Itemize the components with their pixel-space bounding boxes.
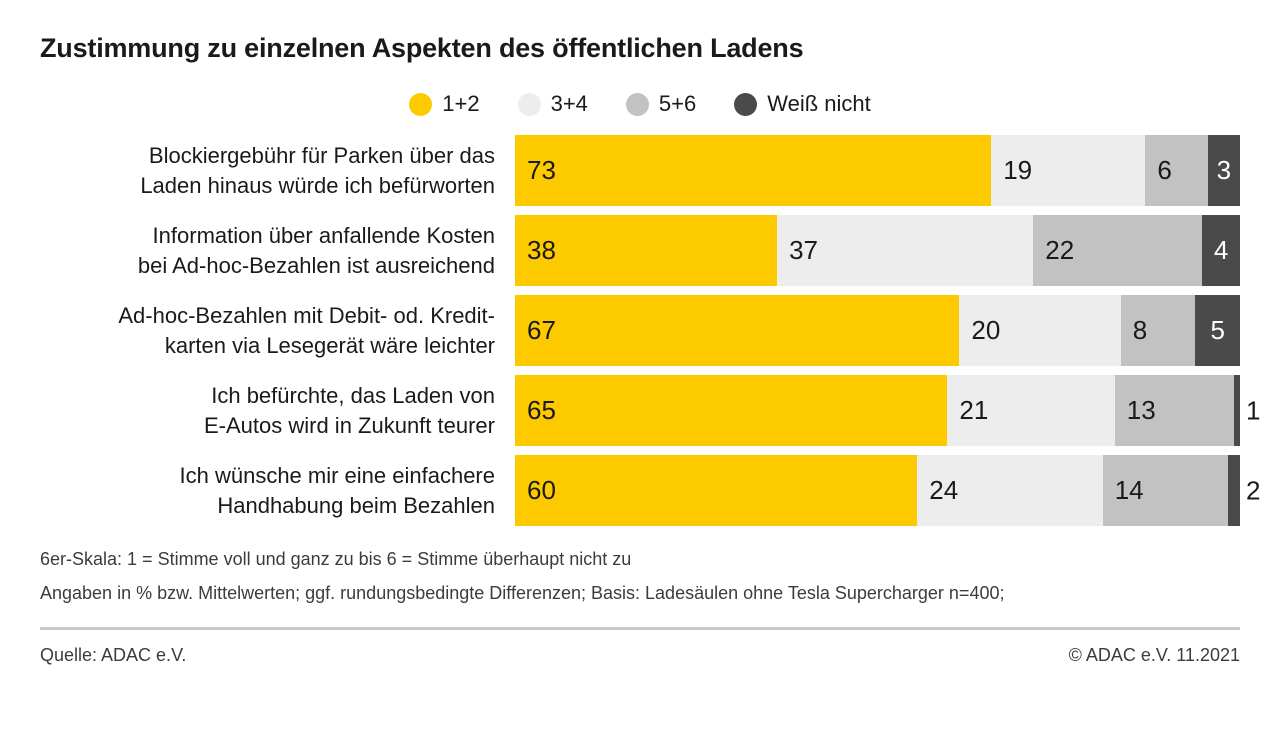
- stacked-bar: 65 21 13 1: [515, 375, 1260, 446]
- bar-segment-1-2: 73: [515, 135, 992, 206]
- bar-segment-weiss-nicht: 5: [1195, 295, 1240, 366]
- bar-segment-weiss-nicht: [1227, 455, 1240, 526]
- stacked-bar: 60 24 14 2: [515, 455, 1260, 526]
- category-label: Blockiergebühr für Parken über das Laden …: [40, 135, 515, 206]
- segment-value: 8: [1132, 315, 1148, 345]
- segment-value: 6: [1157, 155, 1172, 185]
- bar-segment-5-6: 13: [1114, 375, 1234, 446]
- segment-value: 65: [527, 395, 556, 425]
- bar-segment-1-2: 60: [515, 455, 918, 526]
- footer: Quelle: ADAC e.V. © ADAC e.V. 11.2021: [40, 645, 1240, 666]
- category-label-line: karten via Lesegerät wäre leichter: [164, 332, 495, 358]
- stacked-bar: 38 37 22 4: [515, 215, 1240, 286]
- source-text: Quelle: ADAC e.V.: [40, 645, 187, 665]
- legend-dot-icon: [517, 92, 541, 116]
- bar-segment-3-4: 19: [991, 135, 1146, 206]
- category-label: Ich befürchte, das Laden von E-Autos wird…: [40, 375, 515, 446]
- legend-dot-icon: [625, 92, 649, 116]
- chart-row: Blockiergebühr für Parken über das Laden …: [40, 135, 1240, 206]
- bar-segment-weiss-nicht: 3: [1207, 135, 1240, 206]
- segment-value: 60: [527, 475, 556, 505]
- legend-item: 1+2: [409, 91, 480, 117]
- chart-row: Information über anfallende Kosten bei Ad…: [40, 215, 1240, 286]
- segment-value: 21: [959, 395, 989, 425]
- segment-value: 24: [929, 475, 959, 505]
- category-label-line: E-Autos wird in Zukunft teurer: [203, 412, 495, 438]
- bar-segment-weiss-nicht: 4: [1202, 215, 1240, 286]
- segment-value: 3: [1216, 155, 1232, 185]
- legend-label: 1+2: [442, 91, 480, 116]
- page-title: Zustimmung zu einzelnen Aspekten des öff…: [40, 33, 804, 63]
- page: Zustimmung zu einzelnen Aspekten des öff…: [40, 33, 1260, 666]
- legend-label: 5+6: [658, 91, 697, 116]
- segment-value: 13: [1126, 395, 1156, 425]
- bar-segment-5-6: 22: [1033, 215, 1203, 286]
- chart-row: Ich wünsche mir eine einfachere Handhabun…: [40, 455, 1260, 526]
- category-label: Ich wünsche mir eine einfachere Handhabun…: [40, 455, 515, 526]
- divider-line: [40, 627, 1240, 630]
- footnote-scale: 6er-Skala: 1 = Stimme voll und ganz zu b…: [40, 549, 632, 569]
- segment-value: 4: [1213, 235, 1229, 265]
- legend-dot-icon: [409, 92, 433, 116]
- segment-value: 20: [971, 315, 1001, 345]
- category-label-line: bei Ad-hoc-Bezahlen ist ausreichend: [137, 252, 495, 278]
- footnotes: 6er-Skala: 1 = Stimme voll und ganz zu b…: [40, 549, 1240, 604]
- segment-value: 67: [527, 315, 556, 345]
- legend-dot-icon: [734, 92, 758, 116]
- category-label-line: Information über anfallende Kosten: [152, 222, 495, 248]
- category-label-line: Ich befürchte, das Laden von: [211, 382, 495, 408]
- segment-value: 5: [1210, 315, 1225, 345]
- chart-row: Ich befürchte, das Laden von E-Autos wird…: [40, 375, 1260, 446]
- category-label-line: Blockiergebühr für Parken über das: [148, 142, 495, 168]
- segment-value: 22: [1045, 235, 1075, 265]
- stacked-bar-chart: Blockiergebühr für Parken über das Laden …: [40, 135, 1260, 526]
- bar-segment-3-4: 37: [777, 215, 1034, 286]
- stacked-bar: 73 19 6 3: [515, 135, 1240, 206]
- bar-segment-weiss-nicht: [1233, 375, 1240, 446]
- legend: 1+2 3+4 5+6 Weiß nicht: [40, 89, 1240, 119]
- segment-value: 37: [789, 235, 818, 265]
- legend-item: 3+4: [517, 91, 588, 117]
- chart-row: Ad-hoc-Bezahlen mit Debit- od. Kredit-ka…: [40, 295, 1240, 366]
- legend-item: Weiß nicht: [734, 91, 871, 117]
- bar-segment-1-2: 67: [515, 295, 960, 366]
- bar-segment-1-2: 38: [515, 215, 778, 286]
- legend-label: 3+4: [550, 91, 588, 116]
- category-label-line: Ad-hoc-Bezahlen mit Debit- od. Kredit-: [118, 302, 495, 328]
- segment-value-outside: 2: [1246, 475, 1261, 505]
- bar-segment-5-6: 6: [1145, 135, 1208, 206]
- bar-segment-3-4: 21: [947, 375, 1115, 446]
- footnote-basis: Angaben in % bzw. Mittelwerten; ggf. run…: [40, 583, 1005, 603]
- legend-item: 5+6: [625, 91, 697, 117]
- segment-value: 14: [1114, 475, 1144, 505]
- legend-label: Weiß nicht: [767, 91, 871, 116]
- category-label-line: Handhabung beim Bezahlen: [217, 492, 495, 518]
- segment-value: 73: [527, 155, 556, 185]
- category-label-line: Ich wünsche mir eine einfachere: [179, 462, 496, 488]
- segment-value: 38: [527, 235, 556, 265]
- segment-value-outside: 1: [1246, 395, 1261, 425]
- bar-segment-3-4: 20: [959, 295, 1121, 366]
- segment-value: 19: [1003, 155, 1033, 185]
- bar-segment-5-6: 14: [1102, 455, 1228, 526]
- category-label: Information über anfallende Kosten bei Ad…: [40, 215, 515, 286]
- category-label: Ad-hoc-Bezahlen mit Debit- od. Kredit-ka…: [40, 295, 515, 366]
- copyright-text: © ADAC e.V. 11.2021: [1068, 645, 1240, 665]
- stacked-bar: 67 20 8 5: [515, 295, 1240, 366]
- bar-segment-1-2: 65: [515, 375, 948, 446]
- bar-segment-5-6: 8: [1120, 295, 1196, 366]
- category-label-line: Laden hinaus würde ich befürworten: [140, 172, 495, 198]
- bar-segment-3-4: 24: [917, 455, 1103, 526]
